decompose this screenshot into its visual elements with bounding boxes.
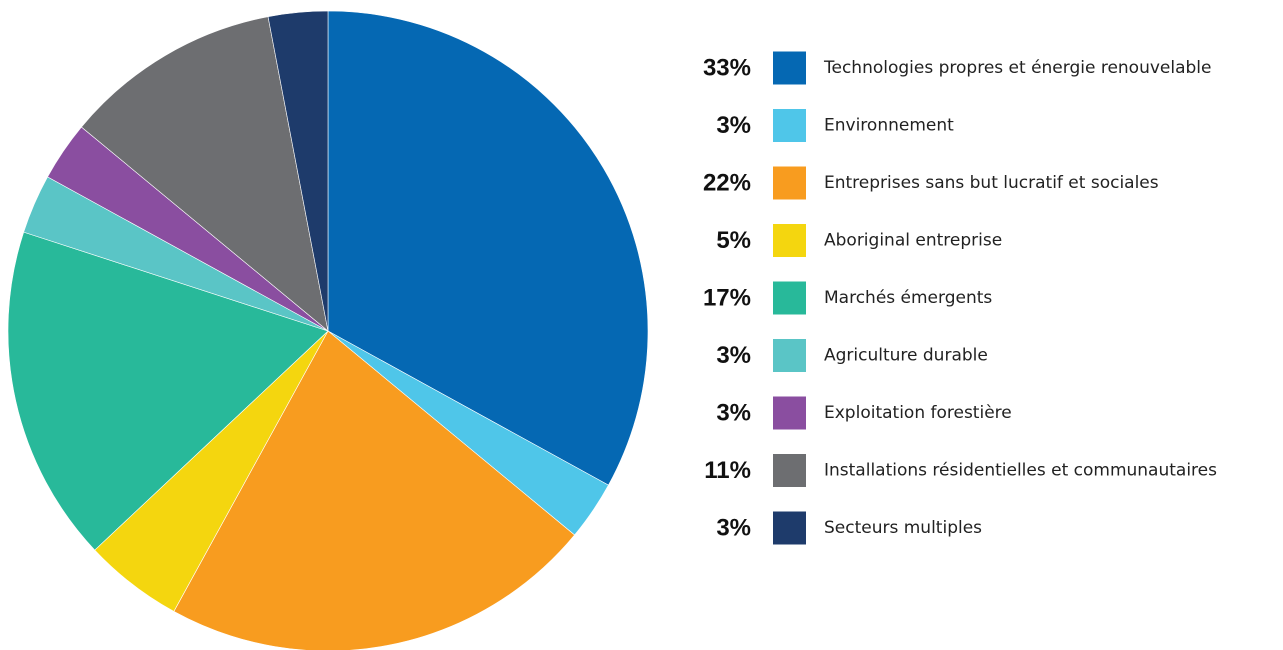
legend-swatch	[773, 454, 806, 487]
legend-swatch	[773, 51, 806, 85]
legend-swatch	[773, 166, 806, 200]
legend-value: 22%	[703, 169, 751, 196]
legend-label: Installations résidentielles et communau…	[824, 461, 1217, 481]
pie-slice	[7, 231, 329, 551]
pie-slice	[81, 16, 329, 332]
legend-value: 3%	[716, 399, 751, 426]
legend-label: Technologies propres et énergie renouvel…	[823, 58, 1212, 78]
legend-swatch	[773, 109, 806, 142]
legend-swatch	[773, 511, 806, 545]
pie-slice	[327, 10, 649, 486]
legend-label: Aboriginal entreprise	[824, 231, 1002, 251]
legend-swatch	[773, 281, 806, 315]
pie-slice	[267, 10, 329, 332]
legend-value: 5%	[716, 227, 751, 254]
legend-value: 33%	[703, 54, 751, 81]
pie-slice	[173, 330, 575, 650]
legend-value: 11%	[704, 457, 751, 484]
legend-value: 3%	[716, 514, 751, 541]
legend-label: Marchés émergents	[824, 288, 992, 308]
legend-value: 3%	[716, 342, 751, 369]
legend-value: 17%	[703, 284, 751, 311]
legend-label: Entreprises sans but lucratif et sociale…	[824, 173, 1159, 193]
legend-label: Environnement	[824, 116, 954, 136]
legend-swatch	[773, 339, 806, 372]
legend-swatch	[773, 396, 806, 430]
legend-swatch	[773, 224, 806, 257]
legend-label: Agriculture durable	[824, 346, 988, 366]
legend-label: Exploitation forestière	[824, 403, 1012, 423]
legend-value: 3%	[716, 112, 751, 139]
legend-label: Secteurs multiples	[824, 518, 982, 538]
